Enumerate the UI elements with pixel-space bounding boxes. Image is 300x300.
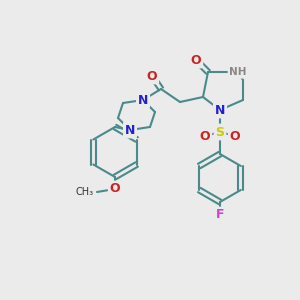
Text: O: O — [147, 70, 157, 83]
Text: F: F — [216, 208, 224, 221]
Text: O: O — [110, 182, 120, 196]
Text: O: O — [230, 130, 240, 142]
Text: N: N — [138, 94, 148, 106]
Text: O: O — [191, 53, 201, 67]
Text: N: N — [125, 124, 135, 136]
Text: O: O — [200, 130, 210, 142]
Text: S: S — [215, 125, 224, 139]
Text: NH: NH — [229, 67, 247, 77]
Text: CH₃: CH₃ — [76, 187, 94, 197]
Text: N: N — [215, 103, 225, 116]
